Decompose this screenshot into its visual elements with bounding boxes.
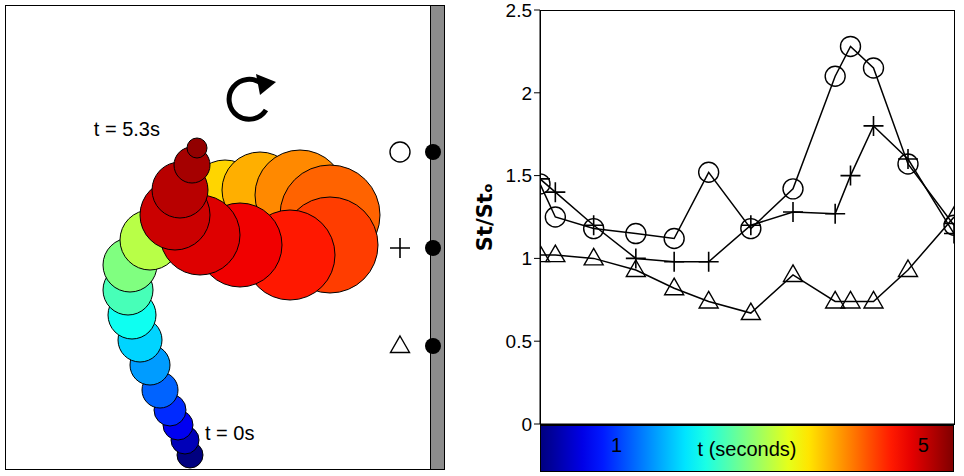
svg-text:t = 0s: t = 0s [205,422,254,444]
svg-text:2.5: 2.5 [506,0,532,21]
svg-text:t = 5.3s: t = 5.3s [94,118,160,140]
svg-text:5: 5 [918,434,929,456]
svg-text:St/Stₒ: St/Stₒ [473,183,497,251]
svg-text:1: 1 [611,434,622,456]
svg-text:1.5: 1.5 [506,165,532,186]
svg-text:t (seconds): t (seconds) [698,438,797,460]
svg-text:1: 1 [521,248,532,269]
svg-text:0: 0 [521,414,532,435]
svg-text:0.5: 0.5 [506,331,532,352]
svg-text:2: 2 [521,83,532,104]
